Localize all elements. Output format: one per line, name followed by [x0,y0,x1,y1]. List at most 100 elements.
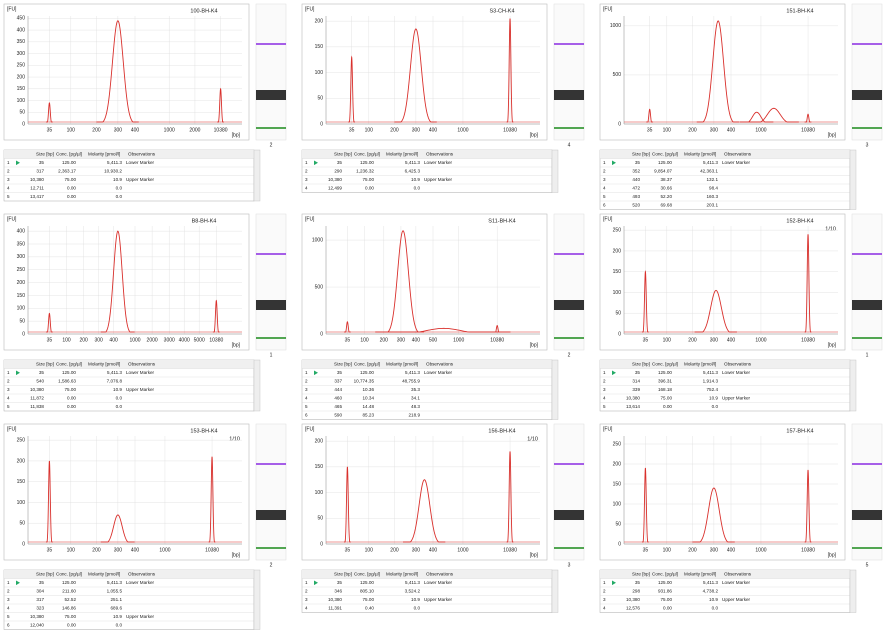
table-header: Conc. [pg/µl] [354,571,380,576]
table-header-bg [4,360,254,369]
y-tick-label: 0 [618,331,621,337]
y-axis-label: [FU] [603,216,613,222]
table-cell: 12,499 [328,185,342,190]
scrollbar [253,359,261,412]
table-cell: 5,411.3 [405,160,420,165]
x-tick-label: 200 [688,127,697,133]
table-cell: 10,380 [30,387,44,392]
marker-icon [16,160,20,166]
peak [403,479,446,543]
y-tick-label: 0 [22,541,25,547]
table-cell: 35 [337,580,343,585]
table-header: Size [bp] [632,571,650,576]
y-tick-label: 450 [17,16,26,22]
table-cell: 304 [36,588,44,593]
gel-background [851,3,883,141]
row-number: 4 [603,605,606,610]
x-tick-label: 1000 [755,547,766,553]
y-tick-label: 150 [315,44,324,50]
y-tick-label: 0 [22,121,25,127]
table-cell: 10.9 [709,597,718,602]
results-table: Size [bp] Conc. [pg/µl] Molarity [pmol/l] O… [599,359,857,412]
x-tick-label: 400 [727,127,736,133]
table-cell: 493 [632,194,640,199]
lane-number: 4 [568,142,571,148]
table-header: Molarity [pmol/l] [88,151,120,156]
x-tick-label: 100 [365,127,374,133]
table-header: Observations [426,571,454,576]
gel-lane [553,423,585,561]
peak [506,18,514,123]
table-cell: 10,380 [328,597,342,602]
row-number: 1 [7,580,10,585]
peak [804,469,812,543]
peak [748,107,799,123]
table-cell: 35 [635,580,641,585]
gel-background [553,213,585,351]
peak [739,111,774,123]
row-number: 2 [7,378,10,383]
table-cell: 805.10 [360,588,374,593]
gel-lane [553,213,585,351]
x-tick-label: 300 [114,547,123,553]
marker-icon [612,580,616,586]
table-header-bg [302,570,552,579]
panel: S3-CH-K4 [FU] [bp] 0 50 100 150 200 35 100 200 300 4… [301,3,585,193]
row-number: 1 [7,370,10,375]
panel: 100-BH-K4[FU][bp]05010015020025030035040… [3,3,287,202]
table-cell: Lower Marker [126,580,155,585]
peak [381,230,424,333]
table-cell: 5,411.3 [405,370,420,375]
y-tick-label: 200 [17,74,26,80]
table-cell: 444 [334,387,342,392]
chart-frame [301,213,548,351]
gel-background [553,423,585,561]
table-cell: Lower Marker [722,370,751,375]
table-cell: 0.0 [116,395,123,400]
table-cell: 440 [632,177,640,182]
table-cell: 35 [39,370,45,375]
table-cell: 168.18 [658,387,672,392]
y-tick-label: 300 [17,254,26,260]
peak [343,321,351,333]
y-axis-label: [FU] [305,216,315,222]
table-header: Size [bp] [36,361,54,366]
table-cell: 0.0 [712,404,719,409]
y-tick-label: 0 [618,541,621,547]
table-cell: 5,411.3 [703,160,718,165]
table-cell: 42,363.1 [700,168,718,173]
x-tick-label: 100 [663,547,672,553]
x-tick-label: 400 [429,127,438,133]
row-number: 4 [305,395,308,400]
row-number: 6 [7,622,10,627]
table-header: Conc. [pg/µl] [652,571,678,576]
x-tick-label: 1000 [457,547,468,553]
scrollbar [849,149,857,210]
row-number: 4 [305,605,308,610]
row-number: 3 [305,387,308,392]
table-cell: 1,914.3 [703,378,719,383]
peak [100,230,135,333]
x-tick-label: 1000 [755,127,766,133]
row-number: 4 [603,395,606,400]
x-tick-label: 200 [390,547,399,553]
y-tick-label: 150 [613,269,622,275]
table-cell: 0.00 [67,395,76,400]
x-axis-label: [bp] [530,132,539,138]
x-tick-label: 300 [114,127,123,133]
table-cell: Lower Marker [424,370,453,375]
title: 100-BH-K4 [190,8,217,14]
table-cell: 218.9 [409,412,421,417]
results-table: Size [bp] Conc. [pg/µl] Molarity [pmol/l] O… [3,569,261,630]
row-number: 4 [7,605,10,610]
y-tick-label: 100 [315,490,324,496]
table-cell: Lower Marker [424,160,453,165]
x-tick-label: 10380 [801,127,815,133]
table-header: Observations [128,361,156,366]
x-tick-label: 300 [412,547,421,553]
table-cell: 0.40 [365,605,374,610]
x-tick-label: 200 [92,127,101,133]
y-axis-label: [FU] [603,6,613,12]
chart-frame [3,423,250,561]
